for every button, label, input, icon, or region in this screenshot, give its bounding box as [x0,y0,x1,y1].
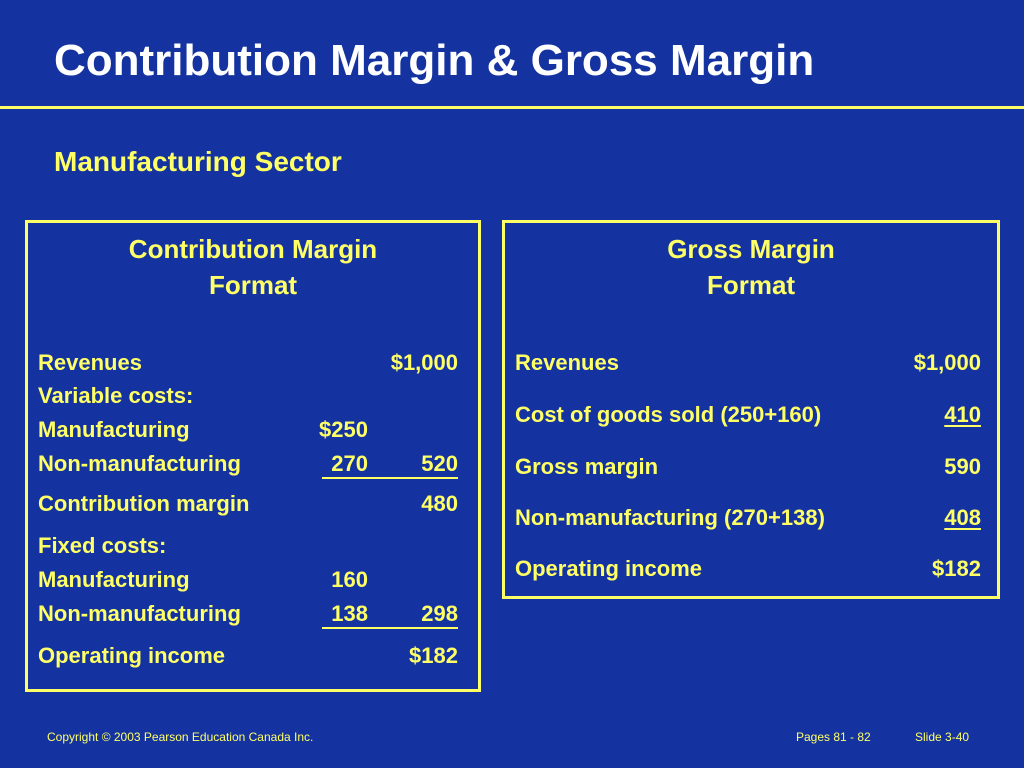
copyright-notice: Copyright © 2003 Pearson Education Canad… [47,730,314,744]
cm-row-variable-costs: Variable costs: [38,381,458,411]
row-label: Manufacturing [38,417,190,442]
row-amount: 408 [944,505,981,530]
row-amount: $182 [932,556,981,581]
heading-line-1: Gross Margin [667,234,835,264]
row-label: Contribution margin [38,491,250,516]
row-label: Operating income [515,556,703,581]
gross-margin-box: Gross Margin Format Revenues $1,000 Cost… [502,220,1000,599]
row-amount: 590 [944,454,981,479]
slide-number: Slide 3-40 [915,730,970,744]
contribution-margin-heading: Contribution Margin Format [28,231,478,303]
row-label: Manufacturing [38,567,190,592]
heading-line-1: Contribution Margin [128,234,378,264]
cm-row-fixed-costs: Fixed costs: [38,531,458,561]
row-amount: 520 [421,451,458,476]
cm-row-operating-income: Operating income $182 [38,641,458,671]
row-subamount: $250 [319,417,368,442]
row-subamount: 138 [331,601,368,626]
row-amount: 298 [421,601,458,626]
title-divider [0,106,1024,109]
row-amount: 410 [944,402,981,427]
gm-row-cogs: Cost of goods sold (250+160) 410 [515,400,981,430]
gross-margin-heading: Gross Margin Format [505,231,997,303]
slide-title: Contribution Margin & Gross Margin [54,36,815,85]
subtotal-underline [322,599,458,629]
row-amount: $1,000 [390,350,458,375]
row-label: Non-manufacturing [38,451,241,476]
row-label: Cost of goods sold (250+160) [515,402,822,427]
row-label: Gross margin [515,454,659,479]
row-label: Variable costs: [38,383,194,408]
row-amount: 480 [421,491,458,516]
cm-row-variable-nonmanufacturing: Non-manufacturing 270 520 [38,449,458,479]
page-reference: Pages 81 - 82 [796,730,871,744]
contribution-margin-box: Contribution Margin Format Revenues $1,0… [25,220,481,692]
row-amount: $182 [409,643,458,668]
cm-row-fixed-manufacturing: Manufacturing 160 [38,565,458,595]
row-label: Revenues [38,350,142,375]
row-label: Non-manufacturing (270+138) [515,505,825,530]
cm-row-contribution-margin: Contribution margin 480 [38,489,458,519]
row-amount: $1,000 [913,350,981,375]
row-label: Revenues [515,350,619,375]
row-label: Non-manufacturing [38,601,241,626]
row-subamount: 160 [331,567,368,592]
heading-line-2: Format [208,270,298,300]
row-label: Operating income [38,643,226,668]
cm-row-revenues: Revenues $1,000 [38,348,458,378]
gm-row-operating-income: Operating income $182 [515,554,981,584]
row-subamount: 270 [331,451,368,476]
slide-subtitle: Manufacturing Sector [54,146,342,177]
gm-row-gross-margin: Gross margin 590 [515,452,981,482]
heading-line-2: Format [706,270,796,300]
cm-row-fixed-nonmanufacturing: Non-manufacturing 138 298 [38,599,458,629]
cm-row-variable-manufacturing: Manufacturing $250 [38,415,458,445]
gm-row-nonmanufacturing: Non-manufacturing (270+138) 408 [515,503,981,533]
subtotal-underline [322,449,458,479]
row-label: Fixed costs: [38,533,167,558]
gm-row-revenues: Revenues $1,000 [515,348,981,378]
